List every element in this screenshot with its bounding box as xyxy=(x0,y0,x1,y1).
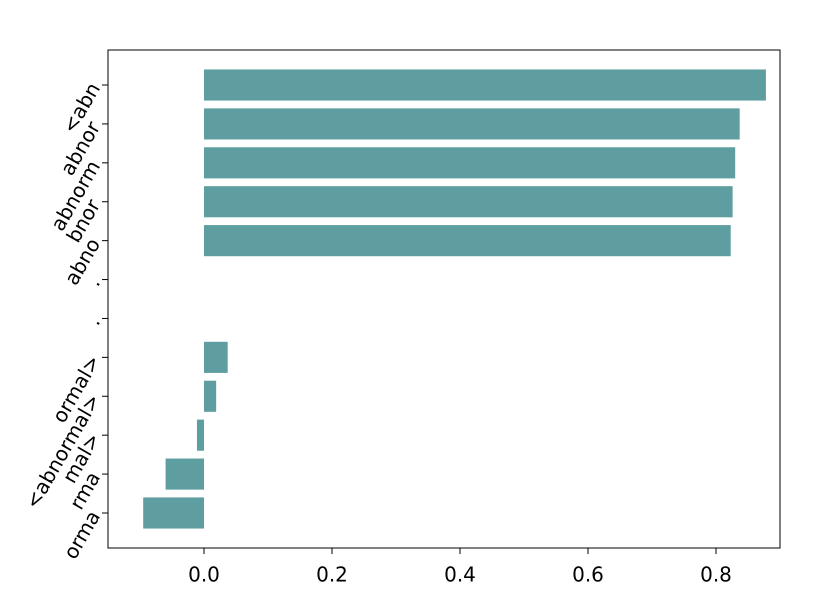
x-tick-label: 0.8 xyxy=(700,563,732,587)
plot-frame xyxy=(107,49,781,549)
x-tick-label: 0.2 xyxy=(316,563,348,587)
bar xyxy=(204,147,736,179)
bar xyxy=(204,108,740,140)
x-tick-label: 0.4 xyxy=(444,563,476,587)
bar xyxy=(204,69,766,101)
bar xyxy=(196,419,204,451)
x-tick-label: 0.6 xyxy=(572,563,604,587)
bar xyxy=(204,341,228,373)
bar xyxy=(165,458,204,490)
bar xyxy=(204,380,217,412)
y-tick-label: orma xyxy=(58,506,105,563)
x-tick-label: 0.0 xyxy=(188,563,220,587)
y-tick-label: . xyxy=(81,273,105,291)
y-tick-label: . xyxy=(81,312,105,330)
bar xyxy=(204,225,731,257)
bar xyxy=(143,497,204,529)
y-tick-label: abno xyxy=(59,234,105,289)
bar xyxy=(204,186,733,218)
